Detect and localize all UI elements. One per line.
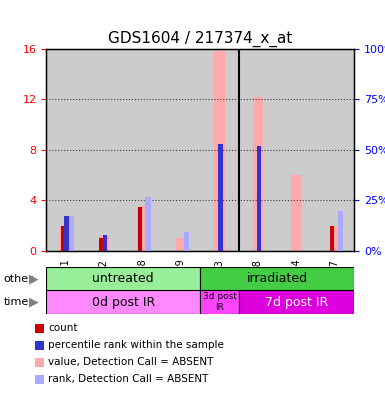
FancyBboxPatch shape [46, 267, 200, 290]
Text: rank, Detection Call = ABSENT: rank, Detection Call = ABSENT [48, 374, 209, 384]
Text: other: other [4, 274, 33, 284]
Bar [99, 239, 103, 251]
Bar [123, 49, 162, 251]
Bar [291, 175, 302, 251]
FancyBboxPatch shape [239, 290, 354, 314]
FancyBboxPatch shape [46, 290, 200, 314]
Bar [137, 206, 147, 251]
Bar [218, 143, 223, 251]
Bar [64, 215, 69, 251]
Text: untreated: untreated [92, 272, 154, 285]
Bar [46, 49, 85, 251]
Bar [330, 226, 334, 251]
Bar [145, 197, 151, 251]
Text: irradiated: irradiated [247, 272, 308, 285]
Title: GDS1604 / 217374_x_at: GDS1604 / 217374_x_at [108, 31, 292, 47]
Bar [257, 146, 261, 251]
Bar [253, 97, 263, 251]
Bar [277, 49, 316, 251]
Bar [184, 232, 189, 251]
Text: value, Detection Call = ABSENT: value, Detection Call = ABSENT [48, 357, 214, 367]
Text: 3d post
IR: 3d post IR [203, 292, 236, 312]
Bar [214, 51, 224, 251]
Bar [162, 49, 200, 251]
Bar [99, 236, 109, 251]
Text: count: count [48, 323, 78, 333]
Text: 0d post IR: 0d post IR [92, 296, 155, 309]
Text: ▶: ▶ [29, 296, 38, 309]
Bar [200, 49, 239, 251]
Bar [239, 49, 277, 251]
Text: time: time [4, 297, 29, 307]
Bar [316, 49, 354, 251]
FancyBboxPatch shape [200, 290, 239, 314]
Bar [85, 49, 123, 251]
Bar [60, 226, 65, 251]
FancyBboxPatch shape [200, 267, 354, 290]
Bar [60, 226, 71, 251]
Text: 7d post IR: 7d post IR [265, 296, 328, 309]
Bar [137, 207, 142, 251]
Bar [103, 234, 107, 251]
Bar [176, 239, 186, 251]
Bar [330, 226, 340, 251]
Bar [68, 215, 74, 251]
Text: ▶: ▶ [29, 272, 38, 285]
Bar [338, 211, 343, 251]
Text: percentile rank within the sample: percentile rank within the sample [48, 340, 224, 350]
